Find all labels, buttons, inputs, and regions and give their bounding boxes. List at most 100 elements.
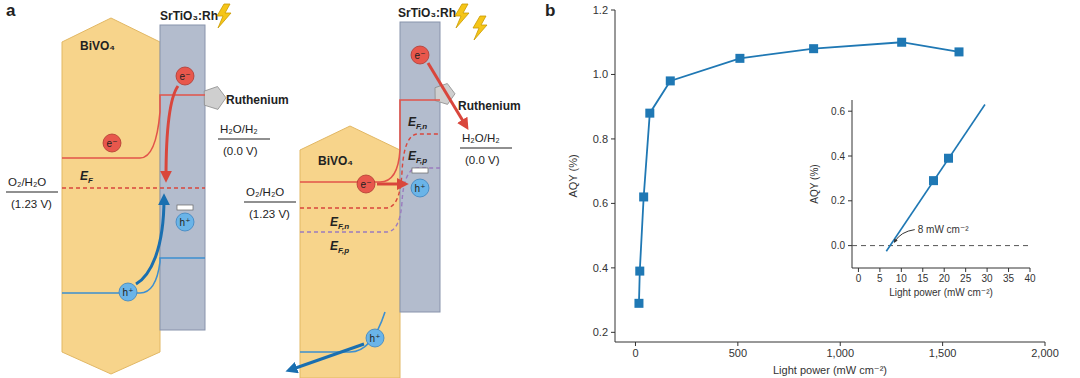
x-tick — [942, 342, 943, 346]
subscript: F — [88, 176, 94, 185]
hole-path — [136, 198, 164, 284]
y-tick-label: 0.8 — [593, 133, 608, 145]
y-tick — [848, 245, 852, 246]
x-tick-label: 25 — [960, 273, 972, 284]
fermi-level-label: EF,n — [408, 115, 427, 131]
hole — [366, 329, 384, 347]
cocatalyst-label: Ruthenium — [458, 99, 521, 113]
electron — [411, 46, 429, 64]
y-tick — [611, 10, 615, 11]
subscript: F,n — [416, 122, 427, 131]
electron-path — [377, 183, 404, 186]
x-tick-label: 2,000 — [1031, 347, 1059, 359]
main-chart: 05001,0001,5002,0000.20.40.60.81.01.2Lig… — [567, 4, 1059, 376]
x-tick — [1030, 268, 1031, 272]
carrier-label: h⁺ — [123, 287, 134, 298]
y-axis-title: AQY (%) — [567, 154, 579, 197]
hole — [119, 283, 137, 301]
electron-path — [428, 63, 466, 126]
annotation-arrow — [895, 230, 915, 242]
x-tick — [944, 268, 945, 272]
conduction-band — [62, 95, 205, 158]
inset-chart: 05101520253035400.00.20.40.6Light power … — [809, 100, 1036, 298]
srtio3-crystal — [160, 25, 205, 330]
redox-level — [460, 147, 512, 148]
x-tick — [987, 268, 988, 272]
material-label: BiVO₄ — [80, 39, 115, 53]
data-point — [929, 176, 938, 185]
y-tick — [848, 200, 852, 201]
x-tick — [737, 342, 738, 346]
carrier-label: h⁺ — [180, 217, 191, 228]
x-tick — [858, 268, 859, 272]
data-point — [809, 44, 818, 53]
y-tick — [611, 74, 615, 75]
carrier-label: e⁻ — [415, 50, 426, 61]
redox-level — [218, 138, 270, 139]
x-axis — [615, 342, 1045, 343]
y-tick-label: 0.6 — [593, 197, 608, 209]
x-tick — [965, 268, 966, 272]
x-tick-label: 0 — [632, 347, 638, 359]
carrier-label: h⁺ — [415, 183, 426, 194]
annotation: 8 mW cm⁻² — [918, 224, 969, 235]
x-tick — [840, 342, 841, 346]
x-tick — [879, 268, 880, 272]
plot-data — [634, 38, 963, 308]
x-tick-label: 1,500 — [929, 347, 957, 359]
x-tick-label: 35 — [1003, 273, 1015, 284]
y-tick — [611, 332, 615, 333]
y-tick-label: 0.6 — [831, 106, 845, 117]
cocatalyst-label: Ruthenium — [226, 93, 289, 107]
y-tick-label: 0.2 — [831, 195, 845, 206]
x-tick-label: 30 — [982, 273, 994, 284]
x-tick-label: 5 — [877, 273, 883, 284]
y-tick-label: 0.4 — [831, 151, 845, 162]
carrier-label: e⁻ — [107, 138, 118, 149]
conduction-band — [300, 100, 440, 182]
reference-line — [852, 245, 1030, 246]
y-tick-label: 0.4 — [593, 262, 608, 274]
x-tick-label: 20 — [939, 273, 951, 284]
fermi-level-label: EF — [80, 169, 94, 185]
data-point — [634, 299, 643, 308]
bivo4-crystal — [300, 126, 400, 378]
fit-line — [886, 104, 985, 251]
bivo4-crystal — [62, 18, 160, 374]
light-bolt — [455, 4, 469, 28]
hole — [176, 213, 194, 231]
light-bolt — [473, 16, 487, 40]
redox-couple: O₂/H₂O — [246, 186, 284, 198]
y-tick-label: 0.0 — [831, 240, 845, 251]
y-tick-label: 0.2 — [593, 326, 608, 338]
y-tick — [848, 156, 852, 157]
x-tick — [1045, 342, 1046, 346]
redox-level — [244, 201, 296, 202]
carrier-label: e⁻ — [180, 71, 191, 82]
electron — [357, 175, 375, 193]
light-bolt — [217, 4, 231, 28]
redox-potential: (1.23 V) — [11, 198, 52, 210]
rh-level — [412, 168, 428, 173]
subscript: F,p — [338, 246, 349, 255]
plot-data — [852, 104, 1030, 251]
data-point — [639, 192, 648, 201]
y-axis — [852, 100, 853, 268]
electron-path — [166, 86, 178, 178]
x-tick-label: 10 — [896, 273, 908, 284]
figure: abBiVO₄SrTiO₃:RhRutheniumH₂O/H₂(0.0 V)O₂… — [0, 0, 1080, 378]
y-tick-label: 1.2 — [593, 4, 608, 16]
redox-level — [6, 191, 58, 192]
x-axis — [852, 268, 1030, 269]
data-point — [666, 76, 675, 85]
data-point — [645, 109, 654, 118]
subscript: F,n — [338, 222, 349, 231]
material-label: SrTiO₃:Rh — [160, 9, 218, 23]
data-line — [639, 42, 959, 303]
hole-path — [290, 344, 364, 370]
ruthenium-cocatalyst — [204, 87, 226, 110]
fermi-level — [62, 187, 205, 188]
redox-potential: (1.23 V) — [249, 208, 290, 220]
y-tick — [611, 138, 615, 139]
carrier-label: h⁺ — [370, 333, 381, 344]
